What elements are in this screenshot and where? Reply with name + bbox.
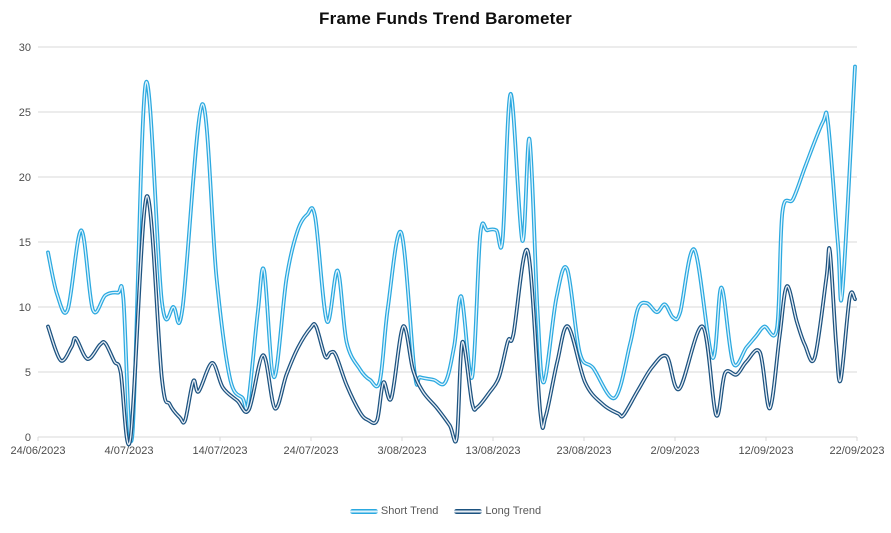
series-line-core-long-trend — [47, 195, 856, 446]
y-tick-label: 20 — [19, 172, 31, 184]
x-tick-label: 4/07/2023 — [105, 445, 154, 457]
short-trend-line-swatch-icon — [349, 508, 378, 514]
series-lines — [46, 64, 857, 447]
x-tick-label: 24/07/2023 — [283, 445, 338, 457]
x-tick-label: 22/09/2023 — [829, 445, 884, 457]
axis-ticks — [37, 437, 858, 441]
y-axis-labels: 0 5 10 15 20 25 30 — [19, 42, 31, 444]
x-tick-label: 23/08/2023 — [556, 445, 611, 457]
series-line-core-short-trend — [47, 65, 856, 442]
y-tick-label: 5 — [25, 367, 31, 379]
series-line-short-trend — [46, 64, 857, 443]
x-tick-label: 13/08/2023 — [465, 445, 520, 457]
y-tick-label: 30 — [19, 42, 31, 54]
long-trend-line-swatch-icon — [454, 508, 483, 514]
series-line-long-trend — [46, 194, 857, 447]
y-tick-label: 15 — [19, 237, 31, 249]
x-tick-label: 14/07/2023 — [192, 445, 247, 457]
legend-item-long-trend: Long Trend — [454, 505, 541, 517]
x-tick-label: 24/06/2023 — [10, 445, 65, 457]
x-tick-label: 12/09/2023 — [738, 445, 793, 457]
x-tick-label: 2/09/2023 — [651, 445, 700, 457]
y-tick-label: 25 — [19, 107, 31, 119]
x-axis-labels: 24/06/2023 4/07/2023 14/07/2023 24/07/2023 3… — [10, 445, 884, 457]
chart-title: Frame Funds Trend Barometer — [319, 9, 572, 28]
legend: Short Trend Long Trend — [0, 505, 891, 517]
legend-item-short-trend: Short Trend — [349, 505, 439, 517]
x-tick-label: 3/08/2023 — [378, 445, 427, 457]
y-tick-label: 0 — [25, 432, 31, 444]
y-tick-label: 10 — [19, 302, 31, 314]
legend-label-short-trend: Short Trend — [380, 505, 439, 517]
legend-label-long-trend: Long Trend — [485, 505, 542, 517]
